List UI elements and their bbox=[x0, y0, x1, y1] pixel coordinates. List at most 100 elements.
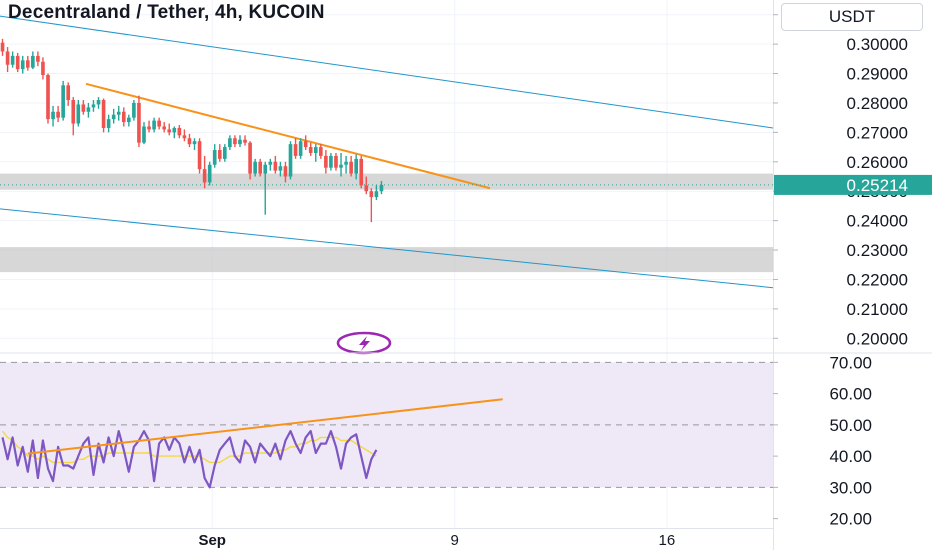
candle[interactable] bbox=[359, 155, 364, 189]
candle[interactable] bbox=[182, 129, 187, 142]
candle[interactable] bbox=[147, 120, 151, 133]
candle[interactable] bbox=[283, 161, 288, 183]
currency-selector-button[interactable]: USDT bbox=[781, 3, 923, 31]
candle[interactable] bbox=[172, 126, 177, 139]
candle[interactable] bbox=[187, 133, 192, 148]
candle[interactable] bbox=[308, 142, 313, 156]
candle[interactable] bbox=[243, 135, 247, 146]
candle[interactable] bbox=[20, 55, 25, 74]
candle[interactable] bbox=[5, 47, 10, 73]
candle[interactable] bbox=[31, 51, 35, 70]
candle[interactable] bbox=[319, 144, 323, 159]
candle[interactable] bbox=[293, 138, 298, 159]
rsi-pane[interactable] bbox=[0, 361, 773, 489]
time-tick-label: Sep bbox=[198, 532, 226, 549]
candle[interactable] bbox=[228, 135, 232, 151]
candle[interactable] bbox=[258, 158, 263, 177]
channel-upper-line bbox=[0, 15, 774, 129]
candle[interactable] bbox=[273, 155, 278, 174]
candle[interactable] bbox=[298, 138, 303, 159]
candle[interactable] bbox=[349, 155, 353, 177]
candle[interactable] bbox=[137, 95, 141, 148]
last-price-label-bg bbox=[774, 174, 932, 195]
candle[interactable] bbox=[66, 82, 71, 106]
candle[interactable] bbox=[25, 55, 30, 71]
candle[interactable] bbox=[132, 100, 136, 121]
candle[interactable] bbox=[15, 52, 20, 73]
candle[interactable] bbox=[339, 152, 343, 177]
price-tick-label: 0.27000 bbox=[847, 123, 908, 142]
candle[interactable] bbox=[202, 155, 207, 189]
candle[interactable] bbox=[167, 123, 172, 136]
candle[interactable] bbox=[263, 161, 268, 215]
candle[interactable] bbox=[10, 51, 15, 68]
candle[interactable] bbox=[36, 51, 40, 67]
candle[interactable] bbox=[374, 185, 379, 201]
candle[interactable] bbox=[71, 97, 76, 136]
candle[interactable] bbox=[334, 152, 338, 171]
candle[interactable] bbox=[91, 100, 96, 112]
candle[interactable] bbox=[101, 98, 106, 133]
candle[interactable] bbox=[217, 144, 222, 162]
candle-body bbox=[96, 100, 101, 105]
candle[interactable] bbox=[0, 38, 5, 56]
candle[interactable] bbox=[106, 114, 111, 133]
candle[interactable] bbox=[76, 100, 81, 127]
candle[interactable] bbox=[303, 135, 308, 151]
candle[interactable] bbox=[313, 144, 318, 162]
candle-body bbox=[319, 147, 323, 156]
candle[interactable] bbox=[162, 122, 167, 133]
candle[interactable] bbox=[288, 141, 293, 180]
candle[interactable] bbox=[96, 97, 101, 109]
candle-body bbox=[202, 169, 207, 183]
candle[interactable] bbox=[197, 138, 202, 174]
price-zone bbox=[0, 173, 773, 190]
rsi-moving-average[interactable] bbox=[1, 430, 377, 464]
rsi-line[interactable] bbox=[1, 430, 378, 489]
candle[interactable] bbox=[152, 117, 156, 133]
candle[interactable] bbox=[212, 144, 217, 168]
candle[interactable] bbox=[56, 105, 60, 123]
candle[interactable] bbox=[354, 154, 359, 180]
candle[interactable] bbox=[364, 176, 369, 195]
price-tick-label: 0.28000 bbox=[847, 94, 908, 113]
candle[interactable] bbox=[46, 73, 50, 124]
candle[interactable] bbox=[268, 158, 273, 171]
candle[interactable] bbox=[278, 161, 283, 177]
candle[interactable] bbox=[116, 105, 121, 121]
candle[interactable] bbox=[223, 144, 227, 162]
candle[interactable] bbox=[207, 161, 212, 186]
candle-body bbox=[20, 60, 25, 70]
candle[interactable] bbox=[121, 107, 126, 127]
candle-body bbox=[81, 104, 86, 112]
candle[interactable] bbox=[157, 117, 161, 130]
candle-body bbox=[258, 161, 263, 174]
candle[interactable] bbox=[142, 122, 146, 145]
candle[interactable] bbox=[41, 57, 45, 80]
candle-body bbox=[354, 158, 359, 174]
candle[interactable] bbox=[248, 141, 252, 180]
candle[interactable] bbox=[344, 155, 348, 174]
lightning-bolt-icon[interactable] bbox=[336, 331, 392, 355]
candle[interactable] bbox=[81, 100, 86, 115]
candle[interactable] bbox=[369, 188, 374, 223]
candle[interactable] bbox=[192, 138, 197, 151]
candle[interactable] bbox=[177, 125, 182, 139]
candle[interactable] bbox=[51, 105, 55, 127]
candle[interactable] bbox=[253, 158, 257, 177]
candle[interactable] bbox=[61, 80, 65, 121]
candle[interactable] bbox=[238, 135, 242, 148]
rsi-tick-label: 70.00 bbox=[829, 353, 872, 372]
candle[interactable] bbox=[86, 102, 91, 118]
candle[interactable] bbox=[329, 152, 333, 171]
candle[interactable] bbox=[127, 114, 131, 127]
candle[interactable] bbox=[324, 150, 328, 174]
candle[interactable] bbox=[111, 108, 116, 124]
candlestick-series[interactable] bbox=[0, 38, 384, 223]
candle-body bbox=[273, 161, 278, 171]
rsi-tick-label: 40.00 bbox=[829, 447, 872, 466]
candle-body bbox=[116, 111, 121, 115]
candle-body bbox=[157, 120, 161, 127]
candle[interactable] bbox=[233, 135, 237, 148]
candle[interactable] bbox=[379, 180, 384, 195]
